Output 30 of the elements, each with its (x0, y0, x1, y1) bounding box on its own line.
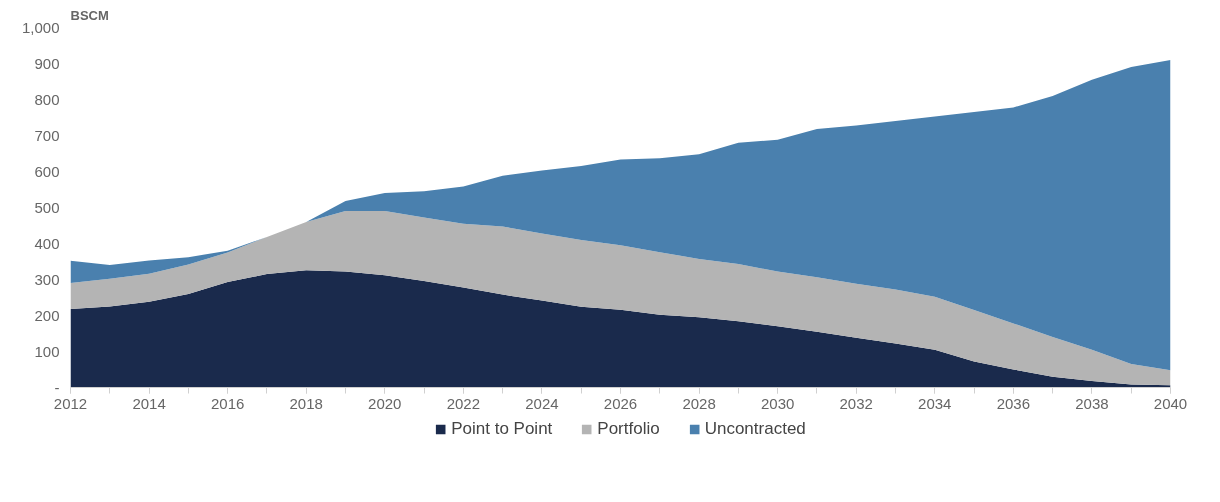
x-tick-label: 2038 (1075, 394, 1109, 412)
x-tick-label: 2012 (53, 394, 88, 412)
x-tick-label: 2032 (839, 394, 873, 412)
y-tick-label: 100 (34, 342, 60, 360)
legend-label: Portfolio (597, 418, 660, 439)
x-tick-label: 2026 (603, 394, 638, 412)
y-tick-label: 600 (34, 162, 60, 180)
x-tick-label: 2030 (760, 394, 795, 412)
legend-label: Point to Point (451, 418, 553, 439)
x-tick-label: 2040 (1153, 394, 1188, 412)
x-tick-label: 2034 (918, 394, 952, 412)
y-tick-label: - (54, 378, 60, 396)
legend-label: Uncontracted (704, 418, 806, 439)
y-axis-title: BSCM (70, 7, 109, 23)
y-tick-label: 1,000 (21, 18, 60, 36)
x-tick-label: 2028 (682, 394, 716, 412)
y-tick-label: 800 (34, 90, 60, 108)
x-tick-label: 2018 (289, 394, 323, 412)
y-tick-label: 300 (34, 270, 60, 288)
y-tick-label: 900 (34, 54, 60, 72)
x-tick-label: 2014 (132, 394, 166, 412)
x-tick-label: 2022 (446, 394, 481, 412)
x-tick-label: 2036 (996, 394, 1031, 412)
x-tick-label: 2016 (210, 394, 245, 412)
x-tick-label: 2024 (525, 394, 559, 412)
y-tick-label: 700 (34, 126, 60, 144)
y-tick-label: 400 (34, 234, 60, 252)
y-tick-label: 200 (34, 306, 60, 324)
x-tick-label: 2020 (368, 394, 402, 412)
y-tick-label: 500 (34, 198, 60, 216)
